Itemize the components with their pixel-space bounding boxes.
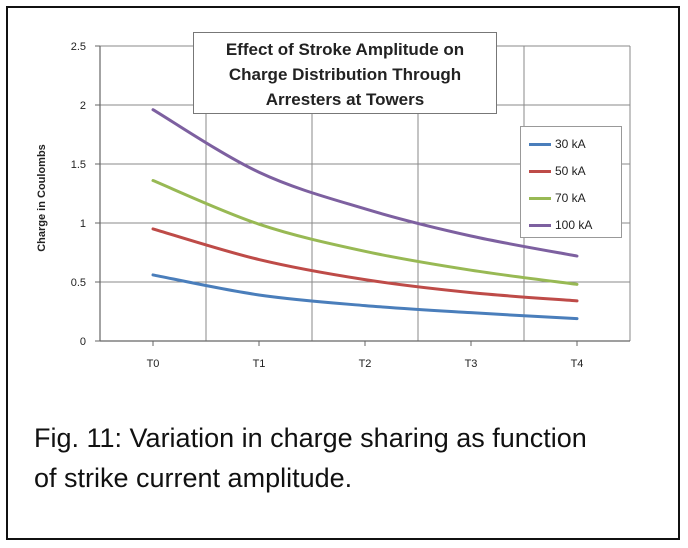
x-tick-label: T0 xyxy=(147,358,160,370)
legend-swatch xyxy=(529,169,551,173)
series-line xyxy=(151,273,579,321)
legend-label: 50 kA xyxy=(555,164,586,178)
chart-title-line-1: Effect of Stroke Amplitude on xyxy=(225,40,465,59)
y-axis-label: Charge in Coulombs xyxy=(36,144,48,252)
y-tick-label: 0.5 xyxy=(71,277,86,289)
legend-label: 30 kA xyxy=(555,137,586,151)
caption-line-2: of strike current amplitude. xyxy=(34,463,353,493)
y-tick-label: 0 xyxy=(80,336,86,348)
series-line xyxy=(151,108,579,258)
legend-item-50ka: 50 kA xyxy=(529,164,586,178)
legend-item-30ka: 30 kA xyxy=(529,137,586,151)
y-tick-label: 1 xyxy=(80,218,86,230)
legend-label: 70 kA xyxy=(555,191,586,205)
legend-item-100ka: 100 kA xyxy=(529,218,592,232)
chart-title-line-2: Charge Distribution Through xyxy=(228,65,462,84)
legend-swatch xyxy=(529,142,551,146)
legend-swatch xyxy=(529,196,551,200)
x-tick-label: T3 xyxy=(465,358,478,370)
legend-swatch xyxy=(529,223,551,227)
series-line xyxy=(151,179,579,286)
legend: 30 kA 50 kA 70 kA 100 kA xyxy=(520,126,622,238)
legend-label: 100 kA xyxy=(555,218,593,232)
caption-line-1: Fig. 11: Variation in charge sharing as … xyxy=(34,423,587,453)
chart-title-line-3: Arresters at Towers xyxy=(265,90,425,109)
x-tick-label: T4 xyxy=(571,358,584,370)
y-tick-label: 2 xyxy=(80,100,86,112)
y-tick-label: 2.5 xyxy=(71,41,86,53)
legend-item-70ka: 70 kA xyxy=(529,191,586,205)
series-line xyxy=(151,227,579,303)
y-tick-label: 1.5 xyxy=(71,159,86,171)
figure-caption: Fig. 11: Variation in charge sharing as … xyxy=(34,418,664,498)
x-tick-label: T1 xyxy=(253,358,266,370)
x-tick-label: T2 xyxy=(359,358,372,370)
chart-title: Effect of Stroke Amplitude on Charge Dis… xyxy=(193,32,497,114)
